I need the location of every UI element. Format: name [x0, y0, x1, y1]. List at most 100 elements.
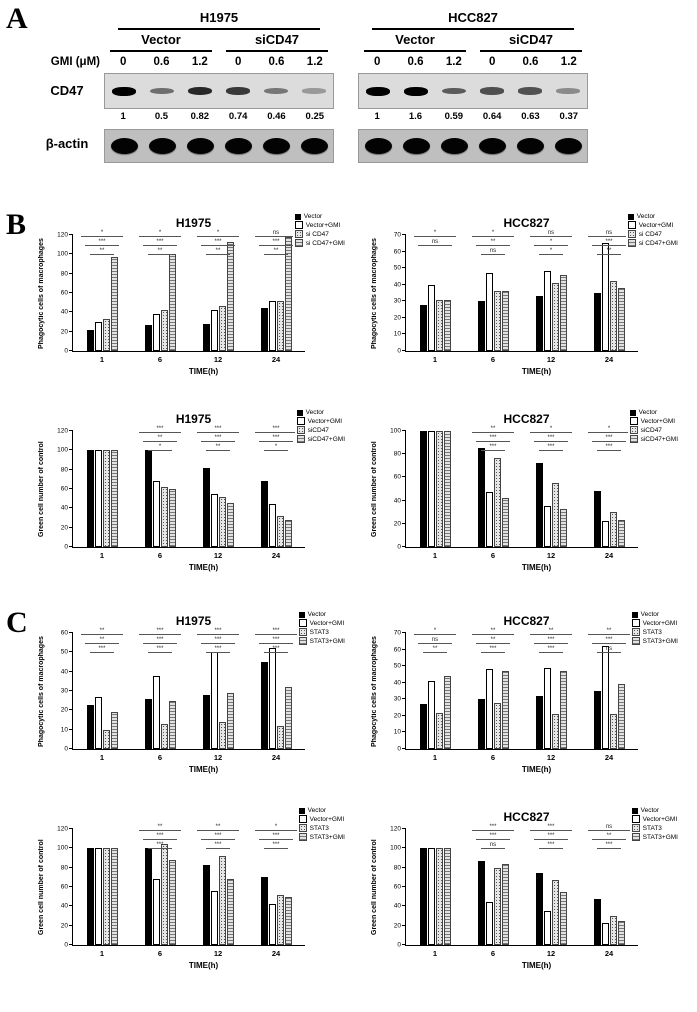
significance-bracket: **: [592, 833, 626, 840]
bar: [144, 324, 152, 351]
bar: [493, 457, 501, 547]
bar: [427, 848, 435, 945]
chart-title: H1975: [175, 412, 212, 426]
y-tick-mark: [69, 253, 73, 255]
plot-area: 0 10 20 30 40 50 60 70 1 * ns ** 6 ** ** *** 12 ** *** *** 2…: [394, 628, 638, 762]
gmi-dose-value: 0.6: [407, 56, 424, 68]
significance-label: ***: [489, 824, 497, 830]
y-tick-label: 70: [393, 231, 401, 239]
x-tick-label: 6: [490, 753, 496, 762]
bar: [443, 676, 451, 749]
bar-group: 24*******: [253, 824, 299, 958]
y-tick-mark: [69, 546, 73, 547]
y-axis-label: Phagocytic cells of macrophages: [371, 636, 378, 747]
y-tick-label: 10: [60, 726, 68, 734]
chart-body: Green cell number of control 0 20 40 60 80 100…: [36, 824, 351, 958]
legend-label: STAT3+GMI: [642, 637, 678, 645]
legend-item: Vector: [629, 409, 678, 416]
bar: [443, 299, 451, 351]
bar: [268, 904, 276, 945]
bar: [168, 700, 176, 749]
bar: [435, 299, 443, 351]
y-tick-mark: [402, 546, 406, 547]
bar-chart-b-hcc827-green-cells: HCC827 Vector Vector+GMI siCD47 siCD47+GMI Gr…: [369, 408, 684, 588]
y-axis-label: Phagocytic cells of macrophages: [38, 636, 45, 747]
legend-swatch: [629, 409, 636, 416]
significance-label: ***: [272, 426, 280, 432]
bar: [284, 236, 292, 351]
bar: [218, 721, 226, 749]
y-axis-label: Green cell number of control: [38, 441, 45, 538]
bar: [535, 296, 543, 351]
significance-bracket: **: [529, 628, 573, 635]
y-tick-label: 20: [393, 922, 401, 930]
y-tick-mark: [69, 330, 73, 332]
y-tick-mark: [69, 728, 73, 730]
y-tick-mark: [69, 350, 73, 351]
significance-bracket: **: [264, 248, 288, 255]
bar: [535, 872, 543, 945]
bar-group: 1 * ns **: [412, 628, 458, 762]
y-tick-label: 0: [397, 941, 401, 949]
chart-legend: Vector Vector+GMI STAT3 STAT3+GMI: [296, 806, 347, 842]
bar: [477, 699, 485, 749]
x-tick-label: 6: [490, 949, 496, 958]
legend-swatch: [294, 213, 301, 220]
bar: [268, 503, 276, 547]
bar-group: 24 ** *** ns: [586, 628, 632, 762]
y-tick-mark: [69, 430, 73, 431]
y-tick-mark: [402, 234, 406, 235]
bar: [152, 481, 160, 547]
y-tick-mark: [402, 522, 406, 524]
significance-label: ***: [156, 842, 164, 848]
cd47-quantification-row: 1 1.6 0.59 0.64 0.63 0.37: [358, 109, 588, 124]
western-blot-area: GMI (μM) CD47 β-actin H1975 Vector siCD47 0…: [30, 10, 697, 163]
chart-body: Phagocytic cells of macrophages 0 10 20 30 40…: [36, 628, 351, 762]
blot-lane: [105, 130, 143, 162]
y-tick-label: 40: [60, 504, 68, 512]
x-tick-label: 6: [490, 355, 496, 364]
significance-label: ***: [547, 435, 555, 441]
y-tick-label: 120: [57, 427, 68, 435]
legend-label: Vector: [305, 409, 325, 416]
x-tick-label: 24: [271, 949, 281, 958]
legend-item: Vector+GMI: [298, 619, 345, 627]
y-axis-label: Green cell number of control: [38, 839, 45, 936]
legend-label: STAT3: [309, 824, 329, 832]
bar: [168, 489, 176, 547]
significance-bracket: ***: [539, 646, 563, 653]
significance-label: *: [607, 426, 611, 432]
bar: [551, 714, 559, 749]
legend-item: si CD47: [294, 230, 345, 238]
bar-group: 1: [412, 431, 458, 560]
y-tick-mark: [402, 250, 406, 252]
bar: [617, 520, 625, 547]
legend-label: Vector+GMI: [307, 417, 343, 425]
bar: [419, 848, 427, 945]
bar: [218, 305, 226, 351]
bar: [210, 310, 218, 351]
bar: [144, 450, 152, 547]
bar-group: 24*******: [253, 426, 299, 560]
y-tick-mark: [69, 526, 73, 528]
chart-title: HCC827: [503, 412, 550, 426]
legend-swatch: [296, 417, 305, 425]
significance-bracket: ns: [418, 637, 452, 644]
bar-group: 6 ** ** ***: [470, 628, 516, 762]
actin-blot-image: [358, 129, 588, 163]
gmi-row-label: GMI (μM): [50, 56, 100, 68]
significance-bracket: *: [529, 426, 573, 433]
significance-bracket: ***: [592, 239, 626, 246]
chart-legend: Vector Vector+GMI siCD47 siCD47+GMI: [627, 408, 680, 444]
significance-bracket: **: [476, 637, 510, 644]
significance-label: ***: [605, 239, 613, 245]
significance-bracket: ns: [481, 248, 505, 255]
bar: [543, 911, 551, 945]
y-tick-label: 40: [393, 679, 401, 687]
bar: [202, 694, 210, 749]
significance-bracket: ***: [148, 842, 172, 849]
significance-bracket: ***: [206, 646, 230, 653]
legend-swatch: [298, 824, 307, 832]
legend-item: Vector: [631, 611, 678, 618]
